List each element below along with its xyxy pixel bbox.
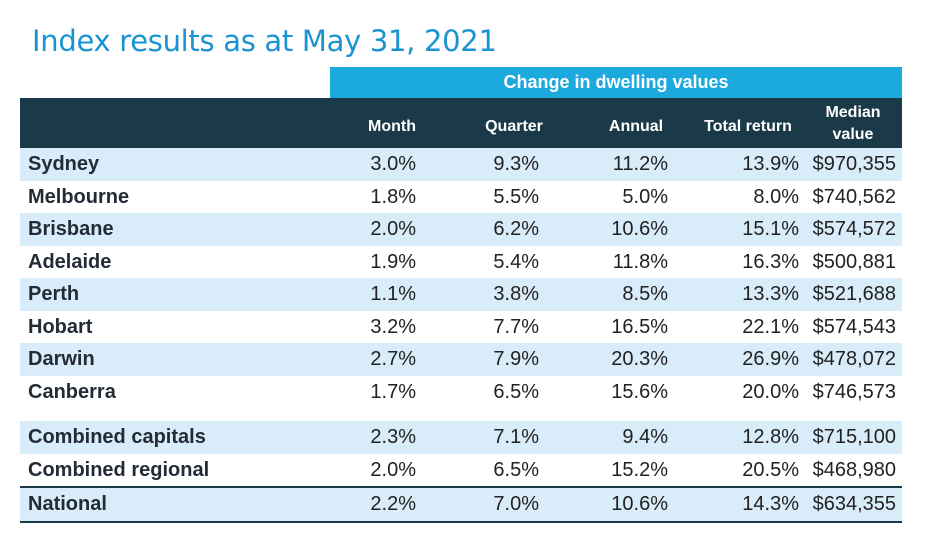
row-name: Sydney (28, 153, 100, 175)
row-name: Adelaide (28, 250, 112, 273)
month-value: 1.8% (370, 185, 416, 208)
median-value: $970,355 (812, 153, 896, 175)
total-return-value: 13.9% (742, 153, 799, 175)
table-row-combined-capitals: Combined capitals 2.3% 7.1% 9.4% 12.8% $… (20, 421, 902, 454)
row-name: Perth (28, 283, 80, 305)
total-return-value: 14.3% (742, 493, 799, 515)
month-value: 1.7% (370, 380, 416, 403)
month-value: 3.2% (370, 315, 416, 338)
median-label-line1: Median (825, 104, 881, 121)
page-title: Index results as at May 31, 2021 (32, 24, 497, 58)
month-value: 2.3% (370, 426, 416, 448)
column-header-total-return: Total return (704, 118, 792, 135)
month-value: 2.7% (370, 348, 416, 370)
column-header-quarter: Quarter (485, 118, 543, 135)
quarter-value: 7.0% (493, 493, 539, 515)
month-value: 2.0% (370, 218, 416, 240)
row-name: Darwin (28, 348, 95, 370)
table-row: Melbourne 1.8% 5.5% 5.0% 8.0% $740,562 (20, 181, 902, 214)
annual-value: 8.5% (622, 283, 668, 305)
table-row: Hobart 3.2% 7.7% 16.5% 22.1% $574,543 (20, 311, 902, 344)
total-return-value: 16.3% (742, 250, 799, 273)
table-row: Adelaide 1.9% 5.4% 11.8% 16.3% $500,881 (20, 246, 902, 279)
quarter-value: 6.5% (493, 380, 539, 403)
table-row: Sydney 3.0% 9.3% 11.2% 13.9% $970,355 (20, 148, 902, 181)
month-value: 1.1% (370, 283, 416, 305)
total-return-value: 22.1% (742, 315, 799, 338)
quarter-value: 7.9% (493, 348, 539, 370)
median-value: $740,562 (812, 185, 896, 208)
table-row: Brisbane 2.0% 6.2% 10.6% 15.1% $574,572 (20, 213, 902, 246)
month-value: 2.0% (370, 458, 416, 481)
row-name: Combined regional (28, 458, 210, 481)
annual-value: 15.6% (611, 380, 668, 403)
annual-value: 11.8% (612, 250, 668, 273)
median-value: $521,688 (812, 283, 896, 305)
quarter-value: 6.2% (493, 218, 539, 240)
annual-value: 5.0% (622, 185, 668, 208)
annual-value: 9.4% (622, 426, 668, 448)
table-row: Perth 1.1% 3.8% 8.5% 13.3% $521,688 (20, 278, 902, 311)
total-return-value: 26.9% (742, 348, 799, 370)
median-label-line2: value (832, 126, 874, 143)
column-header-median-value: Median value (808, 102, 898, 146)
table-row: Canberra 1.7% 6.5% 15.6% 20.0% $746,573 (20, 376, 902, 409)
table-header: Month Quarter Annual Total return Median… (20, 98, 902, 148)
annual-value: 10.6% (611, 218, 668, 240)
row-name: Hobart (28, 315, 93, 338)
median-value: $468,980 (812, 458, 896, 481)
table-row-national: National 2.2% 7.0% 10.6% 14.3% $634,355 (20, 486, 902, 523)
quarter-value: 9.3% (493, 153, 539, 175)
median-value: $478,072 (812, 348, 896, 370)
quarter-value: 5.5% (493, 185, 539, 208)
section-gap (20, 408, 902, 421)
month-value: 3.0% (370, 153, 416, 175)
row-name: Melbourne (28, 185, 130, 208)
quarter-value: 6.5% (493, 458, 539, 481)
total-return-value: 8.0% (753, 185, 799, 208)
total-return-value: 20.0% (742, 380, 799, 403)
median-value: $500,881 (812, 250, 896, 273)
change-in-dwelling-values-band: Change in dwelling values (330, 67, 902, 98)
median-value: $574,572 (812, 218, 896, 240)
month-value: 2.2% (370, 493, 416, 515)
quarter-value: 3.8% (493, 283, 539, 305)
annual-value: 11.2% (612, 153, 668, 175)
median-value: $715,100 (812, 426, 896, 448)
row-name: Canberra (28, 380, 116, 403)
annual-value: 15.2% (611, 458, 668, 481)
total-return-value: 15.1% (742, 218, 799, 240)
results-table-body: Sydney 3.0% 9.3% 11.2% 13.9% $970,355 Me… (20, 148, 902, 523)
quarter-value: 7.7% (493, 315, 539, 338)
annual-value: 16.5% (611, 315, 668, 338)
total-return-value: 13.3% (742, 283, 799, 305)
table-row-combined-regional: Combined regional 2.0% 6.5% 15.2% 20.5% … (20, 454, 902, 487)
row-name: National (28, 493, 107, 515)
annual-value: 20.3% (611, 348, 668, 370)
quarter-value: 7.1% (493, 426, 539, 448)
quarter-value: 5.4% (493, 250, 539, 273)
row-name: Combined capitals (28, 426, 206, 448)
total-return-value: 12.8% (742, 426, 799, 448)
median-value: $634,355 (812, 493, 896, 515)
column-header-annual: Annual (608, 118, 664, 135)
median-value: $574,543 (812, 315, 896, 338)
annual-value: 10.6% (611, 493, 668, 515)
total-return-value: 20.5% (742, 458, 799, 481)
column-header-month: Month (368, 118, 416, 135)
median-value: $746,573 (812, 380, 896, 403)
row-name: Brisbane (28, 218, 114, 240)
month-value: 1.9% (370, 250, 416, 273)
table-row: Darwin 2.7% 7.9% 20.3% 26.9% $478,072 (20, 343, 902, 376)
